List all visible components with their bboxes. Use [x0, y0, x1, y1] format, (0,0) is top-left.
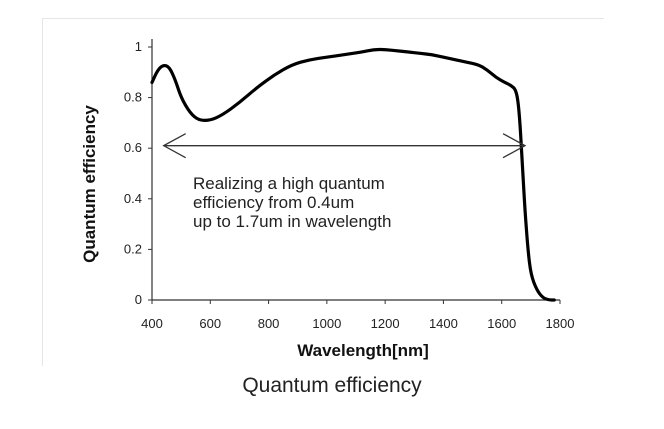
x-tick-label: 1800 — [546, 316, 575, 331]
x-tick-label: 400 — [141, 316, 163, 331]
x-tick-label: 800 — [258, 316, 280, 331]
arrow-head-right — [502, 133, 527, 159]
x-tick-label: 1000 — [312, 316, 341, 331]
figure-caption: Quantum efficiency — [242, 374, 422, 397]
y-tick-label: 0.8 — [124, 90, 142, 105]
x-tick-label: 1400 — [429, 316, 458, 331]
y-tick-label: 1 — [135, 39, 142, 54]
arrow-head-left — [162, 133, 186, 159]
annotation-line: Realizing a high quantum — [193, 174, 385, 193]
y-axis-title: Quantum efficiency — [80, 105, 99, 263]
y-tick-label: 0.6 — [124, 140, 142, 155]
annotation-line: up to 1.7um in wavelength — [193, 212, 391, 231]
y-tick-label: 0 — [135, 292, 142, 307]
x-tick-label: 1200 — [371, 316, 400, 331]
x-axis-title: Wavelength[nm] — [297, 341, 429, 360]
x-tick-label: 1600 — [487, 316, 516, 331]
x-tick-label: 600 — [199, 316, 221, 331]
y-tick-label: 0.2 — [124, 241, 142, 256]
annotation-line: efficiency from 0.4um — [193, 193, 354, 212]
figure-frame — [42, 18, 604, 366]
y-tick-label: 0.4 — [124, 191, 142, 206]
